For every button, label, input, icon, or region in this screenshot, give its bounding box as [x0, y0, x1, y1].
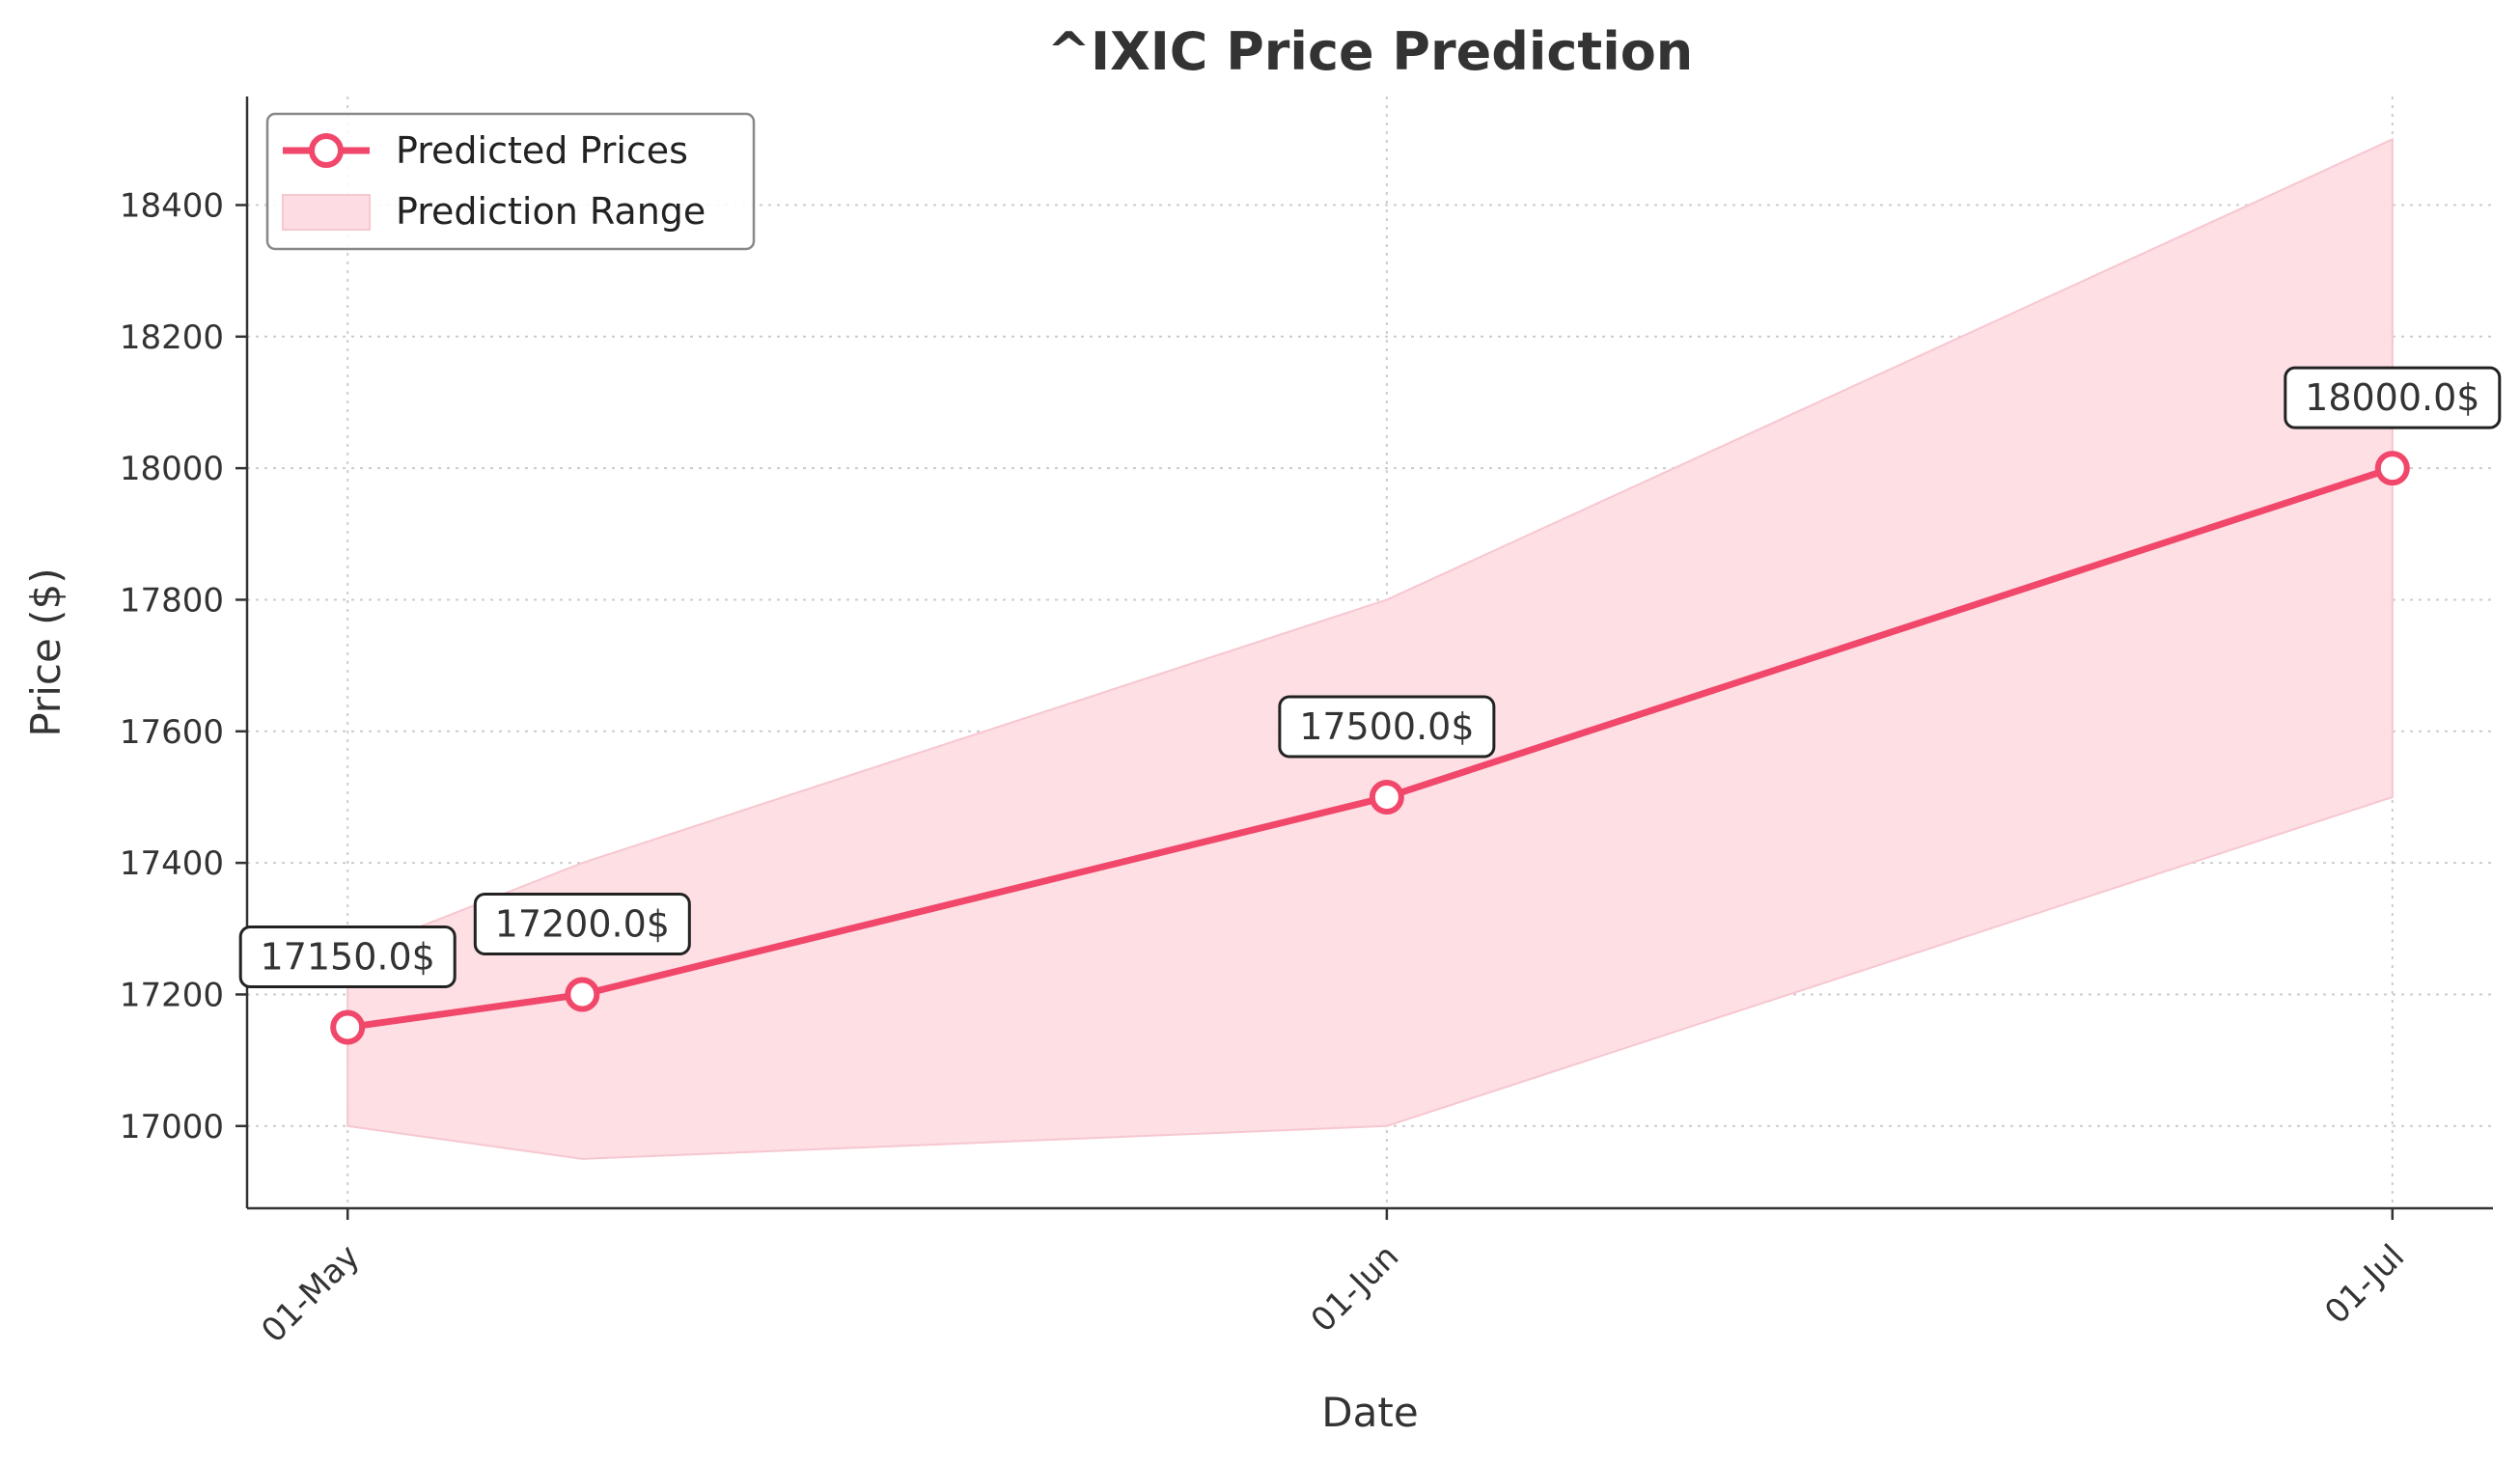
y-tick-label: 17000 — [120, 1108, 224, 1146]
y-axis-label: Price ($) — [22, 567, 69, 736]
y-tick-label: 18400 — [120, 186, 224, 225]
axes — [245, 97, 2493, 1210]
legend-marker-swatch — [309, 133, 344, 168]
prediction-range-area — [346, 137, 2394, 1160]
chart-title: ^IXIC Price Prediction — [1047, 21, 1694, 82]
y-axis-ticks: 17000 17200 17400 17600 17800 18000 18200 18400 — [120, 186, 247, 1146]
predicted-price-point — [330, 1009, 366, 1045]
y-tick-label: 17800 — [120, 581, 224, 620]
predicted-prices-line — [346, 464, 2394, 1032]
prediction-range-band — [346, 137, 2394, 1160]
data-label: 17500.0$ — [1299, 705, 1474, 748]
data-label: 18000.0$ — [2305, 376, 2479, 419]
legend-box — [265, 112, 756, 251]
data-labels: 17150.0$ 17200.0$ 17500.0$ 18000.0$ — [238, 366, 2502, 989]
y-tick-label: 17600 — [120, 713, 224, 752]
predicted-prices-series — [330, 451, 2410, 1045]
legend-label-prediction-range: Prediction Range — [396, 190, 706, 233]
y-tick-label: 18000 — [120, 450, 224, 488]
y-tick-label: 17400 — [120, 844, 224, 883]
y-tick-label: 17200 — [120, 976, 224, 1014]
legend-range-swatch — [282, 194, 371, 231]
y-tick-label: 18200 — [120, 318, 224, 357]
data-label: 17150.0$ — [261, 936, 435, 979]
data-label-box — [238, 925, 457, 989]
legend: Predicted Prices Prediction Range — [265, 112, 756, 251]
predicted-price-point — [2374, 451, 2410, 486]
predicted-price-point — [565, 977, 600, 1012]
x-axis-label: Date — [1321, 1389, 1418, 1436]
data-label-box — [2284, 366, 2502, 429]
data-label: 17200.0$ — [495, 902, 670, 945]
predicted-price-point — [1369, 779, 1404, 815]
data-label-box — [473, 892, 691, 955]
data-label-box — [1278, 695, 1496, 759]
legend-label-predicted-prices: Predicted Prices — [396, 129, 688, 172]
